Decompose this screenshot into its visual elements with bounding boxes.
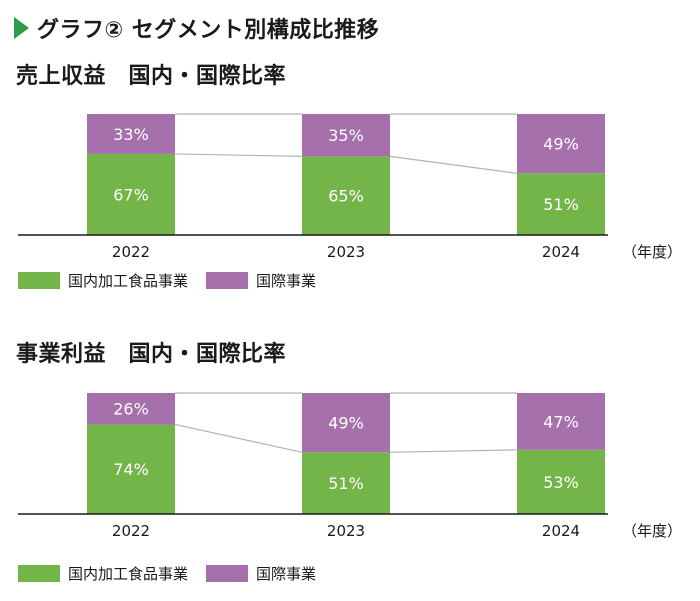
legend-swatch-domestic — [18, 565, 60, 582]
bar-international-2022 — [87, 114, 175, 154]
legend-label-domestic: 国内加工食品事業 — [68, 565, 189, 583]
legend-item-domestic: 国内加工食品事業 — [18, 270, 188, 291]
page-title: グラフ② セグメント別構成比推移 — [37, 18, 380, 43]
bar-label-domestic-2024: 53% — [543, 473, 579, 492]
bar-international-2023 — [302, 114, 390, 157]
revenue-ratio-chart: 67% 33% 2022 65% 35% 2023 51% 49% 2024 （年度） — [18, 113, 682, 261]
bar-label-international-2024: 47% — [543, 412, 579, 431]
bar-domestic-2024 — [517, 173, 605, 235]
bar-international-2022 — [87, 393, 175, 425]
bar-international-2024 — [517, 114, 605, 174]
boundary-connector-line — [389, 449, 518, 453]
chart-legend-revenue: 国内加工食品事業 国際事業 — [18, 270, 334, 291]
legend-label-domestic: 国内加工食品事業 — [68, 272, 189, 290]
bar-label-international-2023: 49% — [328, 414, 364, 433]
x-tick-label-2023: 2023 — [327, 243, 365, 261]
triangle-marker-icon — [14, 17, 29, 39]
bar-label-international-2023: 35% — [328, 126, 364, 145]
bar-label-domestic-2024: 51% — [543, 195, 579, 214]
page-header: グラフ② セグメント別構成比推移 — [14, 12, 379, 44]
x-tick-label-2024: 2024 — [542, 522, 580, 540]
bar-domestic-2023 — [302, 452, 390, 514]
legend-swatch-domestic — [18, 272, 60, 289]
profit-ratio-chart: 74% 26% 2022 51% 49% 2023 53% 47% 2024 （年度） — [18, 392, 682, 540]
x-tick-label-2024: 2024 — [542, 243, 580, 261]
legend-swatch-international — [206, 272, 249, 289]
bar-label-domestic-2022: 67% — [113, 185, 149, 204]
x-axis-unit-label: （年度） — [622, 243, 682, 261]
bar-label-domestic-2023: 65% — [328, 187, 364, 206]
boundary-connector-line — [174, 153, 303, 157]
bar-international-2023 — [302, 393, 390, 453]
bar-label-international-2024: 49% — [543, 135, 579, 154]
bar-domestic-2022 — [87, 424, 175, 514]
boundary-connector-line — [174, 423, 303, 453]
bar-domestic-2024 — [517, 449, 605, 514]
legend-item-domestic: 国内加工食品事業 — [18, 563, 188, 584]
legend-label-international: 国際事業 — [256, 272, 317, 290]
boundary-connector-line — [389, 155, 518, 174]
bar-domestic-2023 — [302, 156, 390, 235]
chart-title-profit: 事業利益 国内・国際比率 — [16, 342, 287, 367]
legend-item-international: 国際事業 — [206, 563, 316, 584]
bar-domestic-2022 — [87, 153, 175, 235]
bar-label-domestic-2022: 74% — [113, 460, 149, 479]
legend-label-international: 国際事業 — [256, 565, 317, 583]
x-tick-label-2022: 2022 — [112, 522, 150, 540]
legend-swatch-international — [206, 565, 249, 582]
bar-label-international-2022: 33% — [113, 125, 149, 144]
x-tick-label-2022: 2022 — [112, 243, 150, 261]
bar-international-2024 — [517, 393, 605, 450]
x-tick-label-2023: 2023 — [327, 522, 365, 540]
x-axis-unit-label: （年度） — [622, 522, 682, 540]
bar-label-international-2022: 26% — [113, 400, 149, 419]
chart-legend-profit: 国内加工食品事業 国際事業 — [18, 563, 334, 584]
legend-item-international: 国際事業 — [206, 270, 316, 291]
bar-label-domestic-2023: 51% — [328, 474, 364, 493]
chart-title-revenue: 売上収益 国内・国際比率 — [16, 64, 287, 89]
